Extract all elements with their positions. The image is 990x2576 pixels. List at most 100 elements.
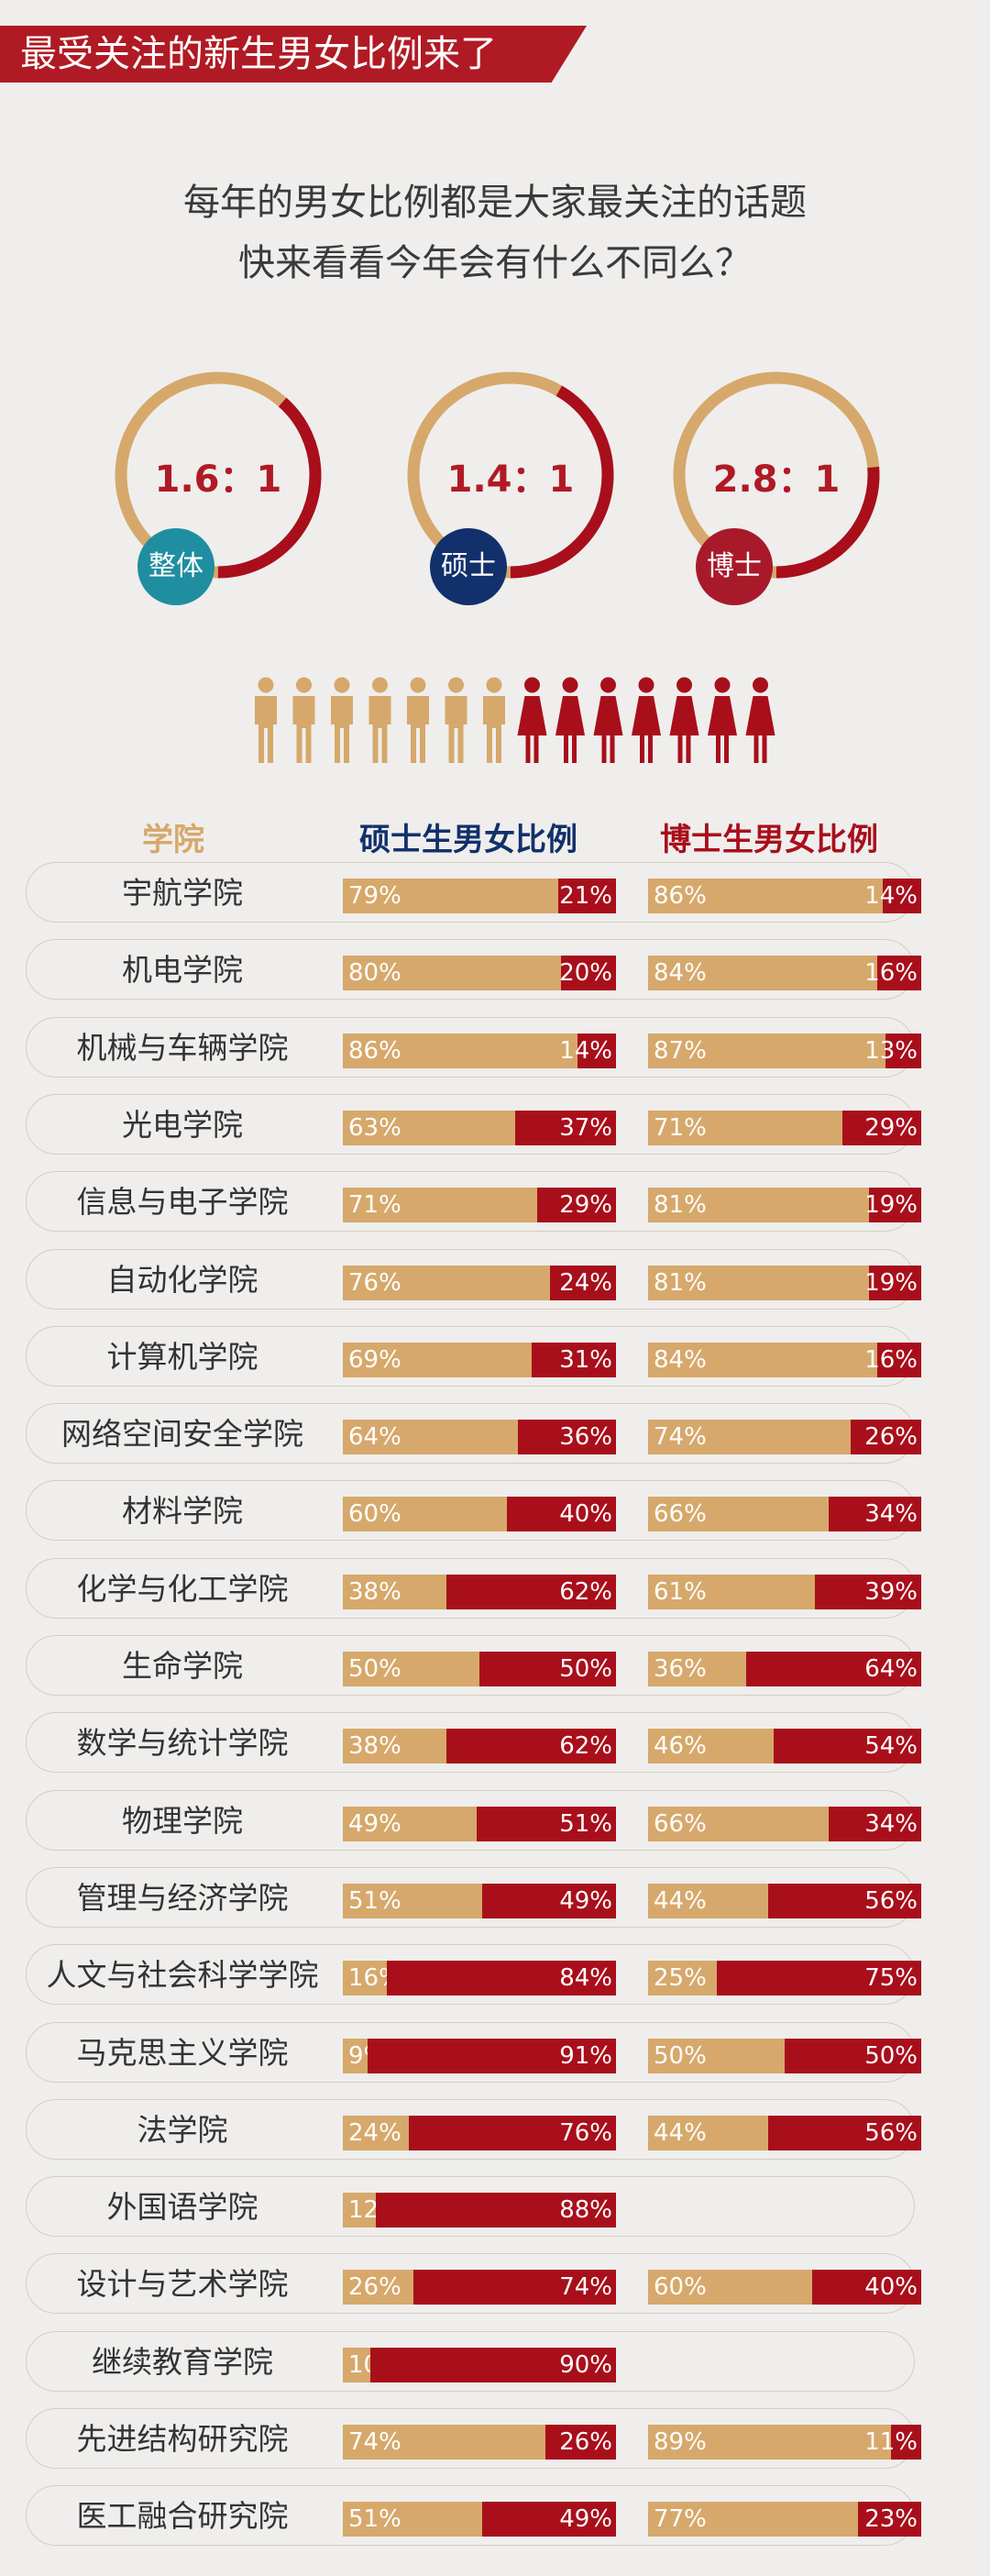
table-row: 自动化学院 76% 24% 81% 19% [26, 1248, 921, 1310]
table-row: 物理学院 49% 51% 66% 34% [26, 1789, 921, 1851]
master-male-percent: 24% [348, 2118, 402, 2147]
master-male-segment: 76% [343, 1265, 551, 1300]
doctor-male-percent: 71% [654, 1113, 707, 1142]
doctor-female-segment: 64% [746, 1652, 921, 1686]
master-male-percent: 49% [348, 1809, 402, 1838]
table-row: 继续教育学院 10% 90% [26, 2330, 915, 2392]
doctor-ratio-bar: 89% 11% [648, 2425, 921, 2460]
master-female-percent: 21% [559, 882, 612, 910]
doctor-female-segment: 34% [828, 1497, 921, 1532]
female-person-icon [632, 677, 661, 763]
master-female-segment: 50% [479, 1652, 616, 1686]
master-female-percent: 91% [559, 2041, 612, 2070]
master-female-percent: 29% [559, 1191, 612, 1220]
female-person-icon [669, 677, 699, 763]
doctor-female-percent: 23% [864, 2505, 918, 2534]
master-male-segment: 9% [343, 2038, 386, 2073]
master-female-segment: 76% [408, 2115, 616, 2150]
table-row: 外国语学院 12% 88% [26, 2176, 915, 2238]
doctor-female-percent: 14% [864, 882, 918, 910]
master-male-segment: 51% [343, 2502, 482, 2537]
female-person-icon [593, 677, 623, 763]
ring-doctor-badge: 博士 [696, 528, 773, 605]
master-male-percent: 74% [348, 2428, 402, 2456]
doctor-female-percent: 34% [864, 1500, 918, 1529]
doctor-male-segment: 61% [648, 1574, 815, 1609]
master-female-percent: 36% [559, 1423, 612, 1452]
section-banner: 最受关注的新生男女比例来了 [0, 26, 587, 83]
doctor-ratio-bar: 86% 14% [648, 879, 921, 913]
doctor-male-percent: 74% [654, 1423, 707, 1452]
doctor-male-segment: 36% [648, 1652, 747, 1686]
doctor-female-segment: 40% [811, 2270, 921, 2305]
school-name: 信息与电子学院 [76, 1184, 289, 1221]
master-male-segment: 51% [343, 1883, 482, 1918]
master-male-segment: 60% [343, 1497, 507, 1532]
doctor-female-percent: 29% [864, 1113, 918, 1142]
male-person-icon [483, 677, 505, 763]
master-female-segment: 51% [477, 1806, 616, 1841]
doctor-male-percent: 44% [654, 2118, 707, 2147]
master-ratio-bar: 76% 24% [343, 1265, 616, 1300]
master-ratio-bar: 24% 76% [343, 2115, 616, 2150]
master-male-segment: 24% [343, 2115, 409, 2150]
master-male-segment: 63% [343, 1110, 515, 1145]
doctor-ratio-bar: 46% 54% [648, 1729, 921, 1764]
table-row: 宇航学院 79% 21% 86% 14% [26, 862, 921, 923]
master-female-segment: 91% [367, 2038, 616, 2073]
doctor-male-segment: 44% [648, 1883, 769, 1918]
doctor-female-percent: 13% [864, 1036, 918, 1065]
master-ratio-bar: 51% 49% [343, 1883, 616, 1918]
master-female-segment: 36% [517, 1420, 616, 1455]
doctor-female-segment: 75% [716, 1961, 921, 1996]
ring-overall-female-arc [115, 371, 322, 579]
school-name: 材料学院 [122, 1493, 243, 1530]
doctor-male-percent: 61% [654, 1577, 707, 1606]
doctor-male-percent: 81% [654, 1191, 707, 1220]
doctor-female-segment: 50% [785, 2038, 921, 2073]
doctor-female-segment: 19% [864, 1188, 921, 1223]
doctor-female-segment: 11% [864, 2425, 921, 2460]
ring-master-chart [407, 371, 614, 579]
master-male-percent: 80% [348, 959, 402, 988]
doctor-male-percent: 46% [654, 1732, 707, 1761]
master-male-segment: 64% [343, 1420, 518, 1455]
school-name: 数学与统计学院 [76, 1725, 289, 1762]
ring-master-male-arc [407, 371, 614, 579]
doctor-male-segment: 81% [648, 1265, 870, 1300]
ring-master-badge: 硕士 [430, 528, 507, 605]
ring-overall-ratio: 1.6：1 [154, 459, 282, 501]
doctor-male-segment: 46% [648, 1729, 775, 1764]
doctor-ratio-bar: 84% 16% [648, 956, 921, 991]
master-female-segment: 24% [550, 1265, 616, 1300]
master-male-percent: 38% [348, 1732, 402, 1761]
master-female-percent: 90% [559, 2350, 612, 2379]
doctor-female-percent: 40% [864, 2273, 918, 2302]
doctor-female-segment: 39% [814, 1574, 921, 1609]
doctor-male-percent: 81% [654, 1268, 707, 1297]
master-male-segment: 38% [343, 1574, 447, 1609]
doctor-female-segment: 54% [774, 1729, 921, 1764]
master-ratio-bar: 16% 84% [343, 1961, 616, 1996]
intro-line-2: 快来看看今年会有什么不同么？ [238, 242, 752, 284]
header-doctor: 博士生男女比例 [660, 822, 878, 858]
doctor-ratio-bar: 81% 19% [648, 1188, 921, 1223]
master-male-segment: 86% [343, 1033, 578, 1068]
master-ratio-bar: 71% 29% [343, 1188, 616, 1223]
table-row: 机械与车辆学院 86% 14% 87% 13% [26, 1016, 921, 1078]
ring-master-female-arc [407, 371, 614, 579]
doctor-male-percent: 25% [654, 1964, 707, 1993]
master-ratio-bar: 51% 49% [343, 2502, 616, 2537]
school-name: 物理学院 [122, 1802, 243, 1839]
school-name: 外国语学院 [106, 2189, 258, 2226]
master-female-percent: 14% [559, 1036, 612, 1065]
doctor-male-segment: 66% [648, 1497, 829, 1532]
doctor-male-segment: 84% [648, 956, 878, 991]
doctor-ratio-bar: 44% 56% [648, 2115, 921, 2150]
master-ratio-bar: 60% 40% [343, 1497, 616, 1532]
master-male-percent: 60% [348, 1500, 402, 1529]
master-ratio-bar: 38% 62% [343, 1729, 616, 1764]
master-male-segment: 79% [343, 879, 559, 913]
doctor-female-percent: 19% [864, 1191, 918, 1220]
doctor-female-percent: 39% [864, 1577, 918, 1606]
